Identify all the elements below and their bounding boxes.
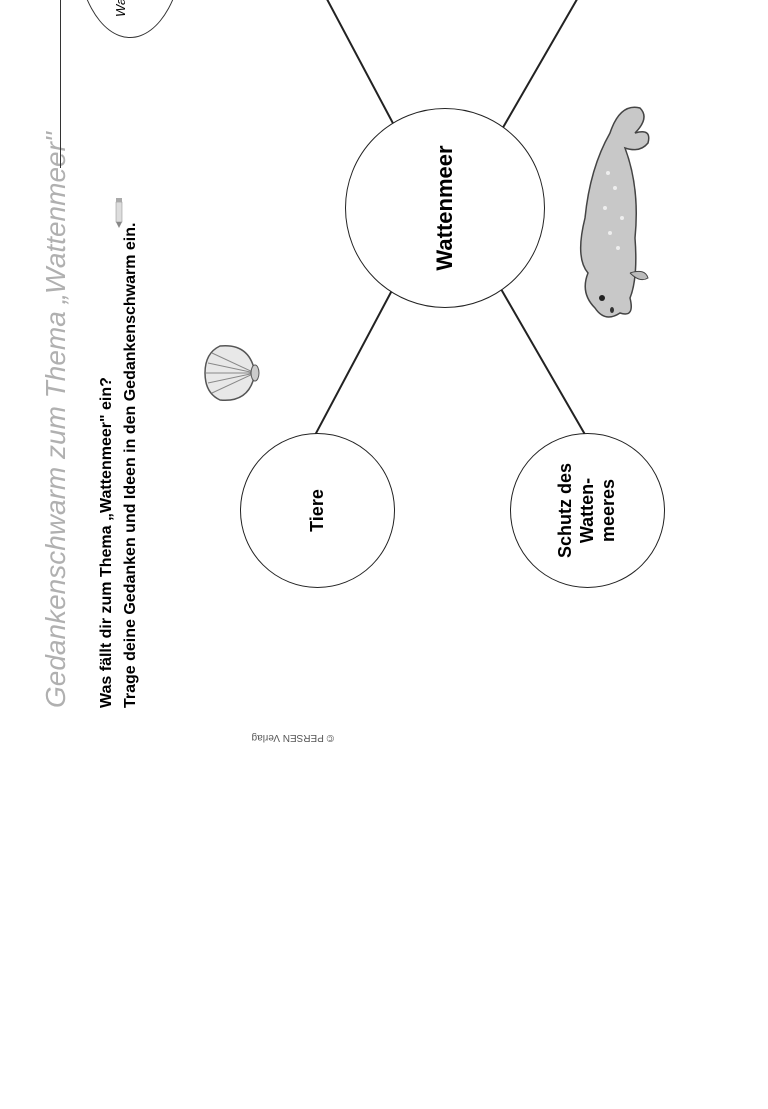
title-row: Gedankenschwarm zum Thema „Wattenmeer" bbox=[40, 0, 72, 708]
copyright-text: © PERSEN Verlag bbox=[252, 732, 334, 743]
node-schutz: Schutz desWatten-meeres bbox=[510, 433, 665, 588]
instruction-block: Was fällt dir zum Thema „Wattenmeer" ein… bbox=[95, 223, 143, 708]
node-tiere: Tiere bbox=[240, 433, 395, 588]
instruction-command: Trage deine Gedanken und Ideen in den Ge… bbox=[119, 223, 143, 708]
page-title: Gedankenschwarm zum Thema „Wattenmeer" bbox=[40, 132, 72, 708]
seal-icon bbox=[560, 98, 660, 328]
node-tiere-label: Tiere bbox=[307, 489, 329, 532]
instruction-question: Was fällt dir zum Thema „Wattenmeer" ein… bbox=[95, 223, 119, 708]
rotated-page: Gedankenschwarm zum Thema „Wattenmeer" W… bbox=[0, 0, 768, 768]
pencil-icon bbox=[115, 198, 123, 228]
worksheet-canvas: Gedankenschwarm zum Thema „Wattenmeer" W… bbox=[0, 0, 768, 768]
center-node: Wattenmeer bbox=[345, 108, 545, 308]
center-label: Wattenmeer bbox=[432, 145, 458, 270]
speech-bubble: Hallo, ich bin Wilma Waschbär! Mit mir l… bbox=[75, 0, 185, 38]
title-underline bbox=[60, 0, 61, 168]
node-schutz-label: Schutz desWatten-meeres bbox=[555, 463, 620, 558]
speech-text: Hallo, ich bin Wilma Waschbär! Mit mir l… bbox=[96, 0, 164, 17]
shell-icon bbox=[200, 338, 260, 408]
